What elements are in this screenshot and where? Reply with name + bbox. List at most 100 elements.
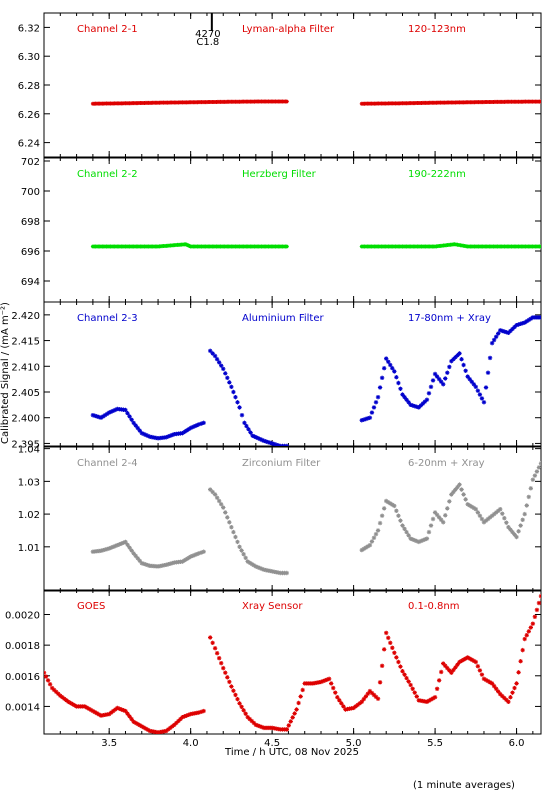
- data-point: [528, 316, 534, 321]
- data-point: [412, 538, 417, 543]
- data-point: [424, 397, 430, 402]
- data-point: [457, 482, 462, 487]
- data-point: [194, 423, 199, 428]
- data-point: [394, 508, 399, 514]
- data-point: [255, 723, 261, 728]
- data-point: [404, 397, 409, 402]
- data-point: [229, 524, 234, 530]
- y-tick-label: 702: [21, 157, 40, 168]
- data-point: [164, 562, 169, 568]
- data-point: [479, 516, 485, 522]
- y-tick-label: 1.01: [18, 543, 40, 554]
- data-point: [434, 686, 440, 692]
- data-point: [455, 353, 460, 358]
- data-point: [237, 405, 242, 410]
- data-point: [166, 562, 171, 567]
- data-point: [168, 725, 173, 731]
- data-point: [56, 691, 61, 696]
- data-point: [96, 712, 102, 717]
- data-point: [104, 546, 110, 552]
- data-point: [214, 650, 220, 656]
- data-point: [351, 705, 356, 711]
- data-point: [256, 436, 261, 441]
- data-point: [388, 362, 393, 368]
- data-point: [318, 679, 324, 685]
- data-point: [381, 647, 387, 652]
- data-point: [428, 384, 434, 390]
- data-point: [447, 364, 452, 370]
- data-point: [459, 357, 464, 362]
- data-point: [199, 709, 204, 714]
- data-point: [483, 677, 489, 683]
- y-tick-label: 2.410: [11, 362, 40, 373]
- data-point: [333, 690, 338, 695]
- data-point: [100, 414, 106, 419]
- data-point: [398, 518, 403, 523]
- y-tick-label: 0.0018: [5, 641, 40, 652]
- data-point: [199, 421, 204, 426]
- data-point: [235, 696, 240, 702]
- panel-2: 694 696 698 700 702 Channel 2-2 Herzberg Filte…: [21, 157, 542, 303]
- data-point: [414, 404, 419, 409]
- data-point: [180, 430, 185, 436]
- data-point: [424, 699, 430, 705]
- data-point: [467, 656, 472, 661]
- data-point: [388, 501, 393, 506]
- data-point: [408, 682, 413, 688]
- data-point: [214, 357, 220, 362]
- data-point: [143, 726, 149, 731]
- data-point: [184, 556, 189, 562]
- data-point: [406, 400, 411, 405]
- data-point: [255, 565, 261, 570]
- data-point: [451, 667, 456, 673]
- data-point: [231, 688, 236, 693]
- data-point: [438, 517, 444, 523]
- data-point: [367, 542, 373, 548]
- data-point: [426, 391, 432, 396]
- data-point: [371, 535, 377, 541]
- data-point: [294, 707, 299, 712]
- data-point: [471, 382, 476, 387]
- data-point: [469, 504, 474, 509]
- y-tick-label: 2.400: [11, 414, 40, 425]
- data-point: [430, 378, 436, 383]
- data-point: [459, 658, 464, 664]
- data-point: [123, 407, 128, 413]
- data-point: [434, 512, 440, 518]
- data-point: [143, 432, 149, 438]
- data-point: [47, 682, 53, 687]
- data-point: [510, 690, 515, 695]
- data-point: [443, 513, 448, 518]
- data-point: [420, 401, 426, 406]
- data-point: [208, 487, 213, 492]
- data-point: [508, 328, 513, 334]
- data-point: [109, 545, 114, 550]
- data-point: [410, 403, 415, 408]
- data-point: [322, 678, 328, 683]
- data-point: [394, 375, 399, 380]
- data-point: [121, 708, 126, 713]
- x-tick-label: 4.5: [264, 738, 280, 749]
- data-point: [371, 405, 377, 410]
- data-point: [453, 355, 458, 360]
- data-point: [259, 724, 265, 730]
- data-point: [510, 529, 515, 535]
- data-point: [235, 539, 240, 545]
- data-point: [180, 714, 185, 720]
- data-point: [524, 632, 529, 638]
- data-point: [168, 561, 173, 566]
- data-point: [231, 389, 236, 395]
- data-point: [500, 511, 505, 516]
- data-point: [498, 691, 503, 697]
- data-point: [284, 99, 289, 104]
- data-point: [133, 423, 138, 428]
- data-point: [363, 416, 369, 422]
- data-point: [141, 561, 147, 567]
- data-point: [45, 678, 51, 683]
- data-point: [396, 380, 401, 386]
- data-point: [477, 668, 483, 673]
- data-point: [479, 396, 485, 401]
- data-point: [329, 681, 334, 686]
- series-2: [90, 242, 541, 249]
